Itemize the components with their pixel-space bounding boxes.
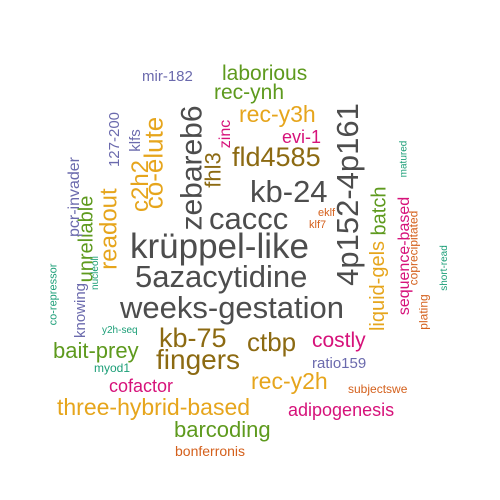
word-matured: matured <box>398 140 410 178</box>
word-fhl3: fhl3 <box>200 152 226 188</box>
word-adipogenesis: adipogenesis <box>288 400 395 420</box>
word-cofactor: cofactor <box>109 376 174 396</box>
word-eklf: eklf <box>318 207 336 219</box>
word-subjectswe: subjectswe <box>348 382 408 396</box>
word-5azacytidine: 5azacytidine <box>135 259 308 294</box>
word-kb-24: kb-24 <box>250 174 328 209</box>
word-rec-ynh: rec-ynh <box>214 81 285 104</box>
word-klf7: klf7 <box>309 219 327 231</box>
word-klfs: klfs <box>126 129 144 152</box>
word-evi-1: evi-1 <box>282 127 322 147</box>
word-4p152-4p161: 4p152-4p161 <box>329 103 365 286</box>
word-coprecipitated: coprecipitated <box>406 210 421 286</box>
word-short-read: short-read <box>438 245 450 291</box>
word-liquid-gels: liquid-gels <box>367 240 390 332</box>
word-y2h-seq: y2h-seq <box>102 325 138 336</box>
word-weeks-gestation: weeks-gestation <box>120 290 345 325</box>
word-fingers: fingers <box>156 344 241 375</box>
word-ctbp: ctbp <box>247 327 297 357</box>
word-nucleoli: nucleoli <box>89 256 101 290</box>
word-costly: costly <box>312 329 366 352</box>
word-co-repressor: co-repressor <box>47 263 60 326</box>
word-batch: batch <box>368 186 391 236</box>
word-three-hybrid-based: three-hybrid-based <box>57 394 251 420</box>
word-barcoding: barcoding <box>174 417 271 442</box>
word-plating: plating <box>416 294 431 330</box>
word-bonferronis: bonferronis <box>175 443 246 459</box>
word-127-200: 127-200 <box>106 111 124 168</box>
word-rec-y3h: rec-y3h <box>239 101 316 127</box>
word-fld4585: fld4585 <box>232 142 321 172</box>
word-laborious: laborious <box>222 62 308 85</box>
word-caccc: caccc <box>209 201 289 236</box>
word-knowing: knowing <box>72 282 90 339</box>
word-bait-prey: bait-prey <box>53 338 139 363</box>
word-zinc: zinc <box>217 119 235 149</box>
word-pcr-invader: pcr-invader <box>66 156 84 238</box>
word-c2h2: c2h2 <box>127 159 155 213</box>
word-ratio159: ratio159 <box>312 355 367 372</box>
word-mir-182: mir-182 <box>142 68 193 85</box>
word-kb-75: kb-75 <box>159 323 227 353</box>
word-readout: readout <box>95 188 123 270</box>
word-rec-y2h: rec-y2h <box>251 368 328 394</box>
word-kruppel-like: krüppel-like <box>130 227 309 266</box>
word-myod1: myod1 <box>94 361 131 375</box>
